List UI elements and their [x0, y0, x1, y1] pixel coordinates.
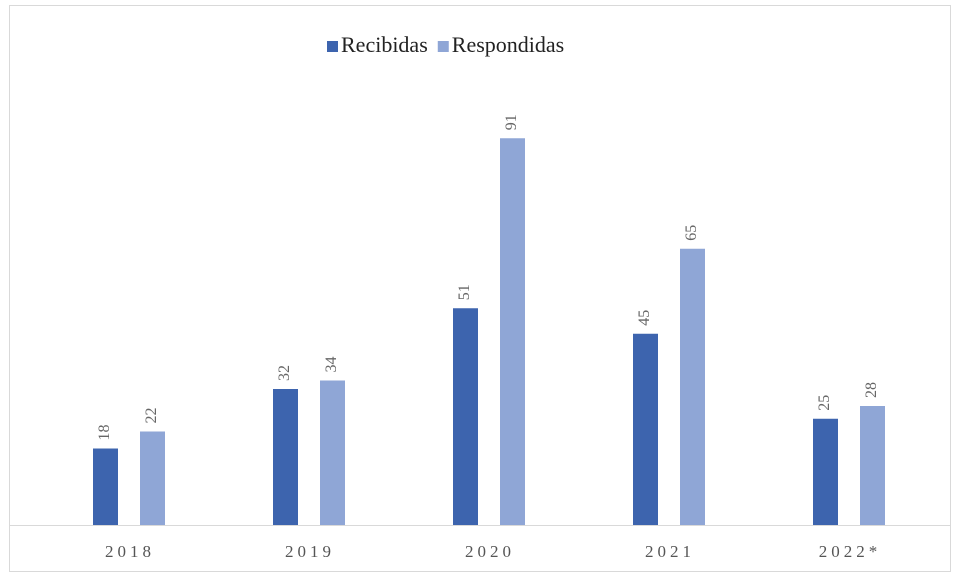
- value-label: 51: [456, 284, 473, 300]
- x-tick-label: 2019: [285, 542, 335, 561]
- bar: [140, 431, 165, 525]
- value-label: 25: [816, 395, 833, 411]
- x-tick-label: 2020: [465, 542, 515, 561]
- value-label: 65: [683, 225, 700, 241]
- legend-label: Recibidas: [341, 32, 428, 57]
- bar: [813, 418, 838, 525]
- bar: [680, 248, 705, 525]
- x-tick-label: 2018: [105, 542, 155, 561]
- value-label: 34: [323, 357, 340, 373]
- value-label: 22: [143, 408, 160, 424]
- bar: [453, 308, 478, 525]
- bar: [633, 333, 658, 525]
- x-tick-label: 2022*: [819, 542, 882, 561]
- bar: [500, 138, 525, 525]
- legend-label: Respondidas: [452, 32, 564, 57]
- value-label: 45: [636, 310, 653, 326]
- bar: [273, 389, 298, 525]
- x-tick-label: 2021: [645, 542, 695, 561]
- value-label: 18: [96, 425, 113, 441]
- bar: [320, 380, 345, 525]
- chart-frame: [9, 5, 951, 572]
- bar: [93, 448, 118, 525]
- value-label: 28: [863, 382, 880, 398]
- bar: [860, 406, 885, 525]
- value-label: 32: [276, 365, 293, 381]
- legend-swatch: [437, 41, 449, 52]
- value-label: 91: [503, 114, 520, 130]
- legend-swatch: [327, 41, 338, 52]
